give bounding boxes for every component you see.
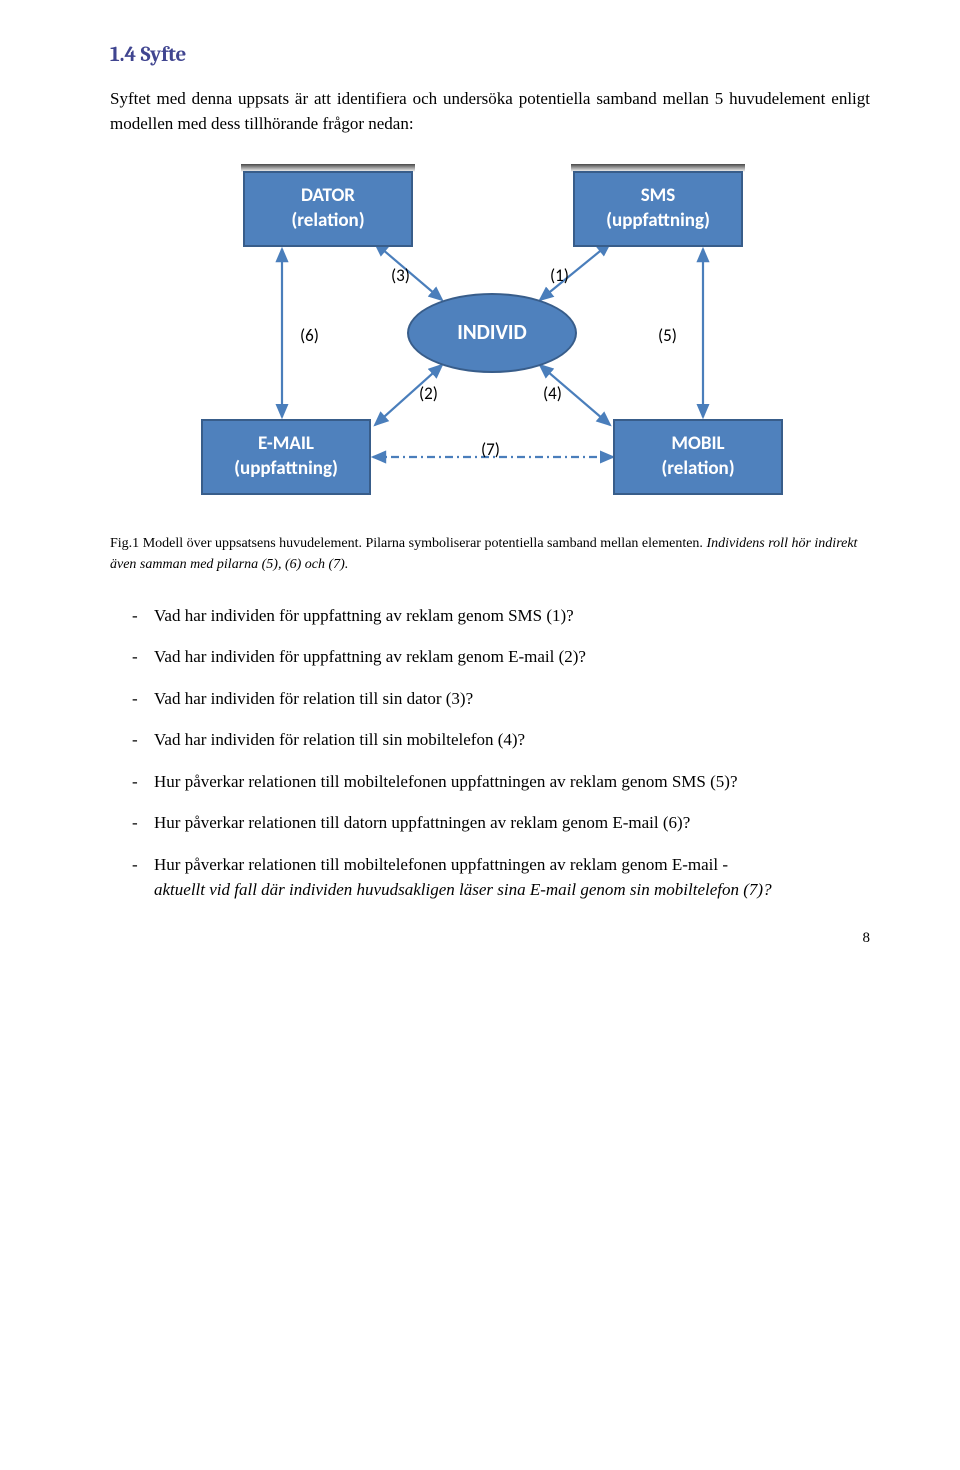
question-text: Hur påverkar relationen till datorn uppf…	[154, 813, 690, 832]
label-1: (1)	[550, 263, 569, 289]
question-text: Vad har individen för uppfattning av rek…	[154, 606, 574, 625]
label-4: (4)	[543, 381, 562, 407]
box-mobil: MOBIL (relation)	[613, 419, 783, 495]
box-sms-sub: (uppfattning)	[575, 209, 741, 234]
list-item: Vad har individen för uppfattning av rek…	[132, 644, 870, 670]
caption-prefix: Fig.1	[110, 536, 143, 551]
box-sms: SMS (uppfattning)	[573, 171, 743, 247]
list-item: Vad har individen för relation till sin …	[132, 686, 870, 712]
box-sms-title: SMS	[575, 184, 741, 209]
label-7: (7)	[481, 437, 500, 463]
list-item: Hur påverkar relationen till mobiltelefo…	[132, 852, 870, 903]
label-6: (6)	[300, 323, 319, 349]
section-heading: 1.4 Syfte	[110, 40, 870, 72]
question-list: Vad har individen för uppfattning av rek…	[110, 603, 870, 903]
box-dator-title: DATOR	[245, 184, 411, 209]
label-5: (5)	[658, 323, 677, 349]
list-item: Hur påverkar relationen till mobiltelefo…	[132, 769, 870, 795]
caption-text: Modell över uppsatsens huvudelement. Pil…	[143, 536, 707, 551]
box-email: E-MAIL (uppfattning)	[201, 419, 371, 495]
ellipse-individ-label: INDIVID	[457, 317, 527, 349]
model-diagram: DATOR (relation) SMS (uppfattning) E-MAI…	[195, 165, 785, 505]
box-mobil-title: MOBIL	[615, 432, 781, 457]
box-email-title: E-MAIL	[203, 432, 369, 457]
question-text: Vad har individen för relation till sin …	[154, 689, 473, 708]
list-item: Vad har individen för uppfattning av rek…	[132, 603, 870, 629]
label-2: (2)	[419, 381, 438, 407]
box-mobil-sub: (relation)	[615, 457, 781, 482]
list-item: Vad har individen för relation till sin …	[132, 727, 870, 753]
box-dator-sub: (relation)	[245, 209, 411, 234]
figure-caption: Fig.1 Modell över uppsatsens huvudelemen…	[110, 533, 870, 575]
label-3: (3)	[391, 263, 410, 289]
question-sub: aktuellt vid fall där individen huvudsak…	[154, 877, 870, 903]
ellipse-individ: INDIVID	[407, 293, 577, 373]
question-text: Vad har individen för uppfattning av rek…	[154, 647, 586, 666]
question-text: Hur påverkar relationen till mobiltelefo…	[154, 855, 728, 874]
intro-paragraph: Syftet med denna uppsats är att identifi…	[110, 86, 870, 137]
page-number: 8	[110, 927, 870, 950]
box-email-sub: (uppfattning)	[203, 457, 369, 482]
list-item: Hur påverkar relationen till datorn uppf…	[132, 810, 870, 836]
question-text: Hur påverkar relationen till mobiltelefo…	[154, 772, 738, 791]
question-text: Vad har individen för relation till sin …	[154, 730, 525, 749]
box-dator: DATOR (relation)	[243, 171, 413, 247]
